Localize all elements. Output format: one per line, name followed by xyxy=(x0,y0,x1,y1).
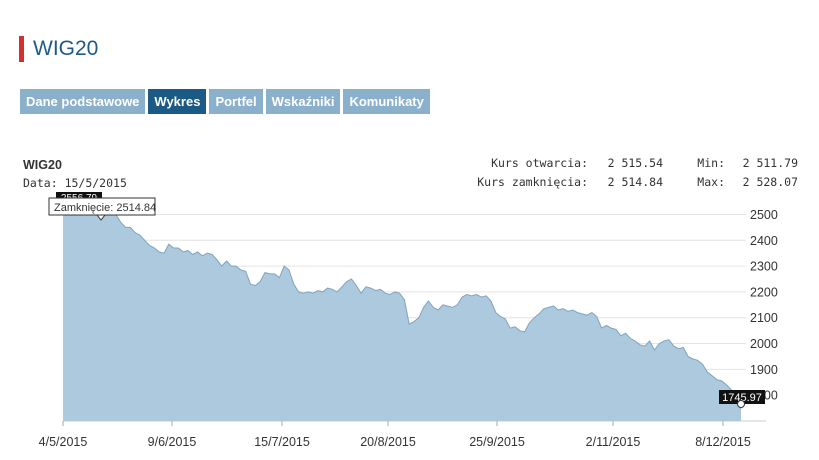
page-title: WIG20 xyxy=(33,37,99,60)
price-area xyxy=(63,200,741,421)
y-tick-label: 2200 xyxy=(750,285,778,299)
x-tick-label: 20/8/2015 xyxy=(360,435,416,449)
max-value: 2 528.07 xyxy=(742,175,798,189)
x-tick-label: 9/6/2015 xyxy=(148,435,197,449)
x-tick-label: 4/5/2015 xyxy=(39,435,88,449)
min-value: 2 511.79 xyxy=(742,156,798,170)
x-tick-label: 15/7/2015 xyxy=(254,435,310,449)
tab-komunikaty[interactable]: Komunikaty xyxy=(343,89,430,114)
y-tick-label: 1900 xyxy=(750,363,778,377)
y-tick-label: 2300 xyxy=(750,260,778,274)
tooltip: Zamknięcie: 2514.84 xyxy=(48,197,156,216)
tab-portfel[interactable]: Portfel xyxy=(209,89,263,114)
title-accent-bar xyxy=(19,36,24,62)
y-tick-label: 2100 xyxy=(750,311,778,325)
min-label: Min: xyxy=(697,156,725,170)
open-value: 2 515.54 xyxy=(607,156,663,170)
tab-wskazniki[interactable]: Wskaźniki xyxy=(265,89,341,114)
y-axis-ticks: 18001900200021002200230024002500 xyxy=(750,208,778,403)
y-tick-label: 2000 xyxy=(750,337,778,351)
last-value-label-bg xyxy=(719,390,765,404)
last-value-text: 1745.97 xyxy=(722,392,762,404)
top-value-label-bg xyxy=(56,192,102,201)
date-value: 15/5/2015 xyxy=(64,176,127,190)
price-line xyxy=(62,199,742,410)
tooltip-pointer xyxy=(95,214,107,221)
tab-bar: Dane podstawowe Wykres Portfel Wskaźniki… xyxy=(20,89,430,114)
date-label: Data: xyxy=(23,176,58,190)
open-label: Kurs otwarcia: xyxy=(491,156,588,170)
y-tick-label: 2400 xyxy=(750,234,778,248)
close-value: 2 514.84 xyxy=(607,175,663,189)
tab-wykres[interactable]: Wykres xyxy=(148,89,207,114)
last-value-label: 1745.97 xyxy=(719,390,765,404)
x-tick-label: 25/9/2015 xyxy=(469,435,525,449)
x-tick-label: 2/11/2015 xyxy=(586,435,641,449)
tab-dane-podstawowe[interactable]: Dane podstawowe xyxy=(20,89,146,114)
index-name: WIG20 xyxy=(23,158,62,172)
tooltip-text: Zamknięcie: 2514.84 xyxy=(54,202,156,214)
x-axis-ticks: 4/5/2015 9/6/2015 15/7/2015 20/8/2015 25/9/2… xyxy=(39,421,751,449)
x-tick-label: 8/12/2015 xyxy=(695,435,751,449)
last-point-marker xyxy=(737,400,745,408)
close-label: Kurs zamknięcia: xyxy=(477,175,588,189)
date-row: Data: 15/5/2015 xyxy=(23,176,127,190)
y-tick-label: 2500 xyxy=(750,208,778,222)
max-label: Max: xyxy=(697,175,725,189)
